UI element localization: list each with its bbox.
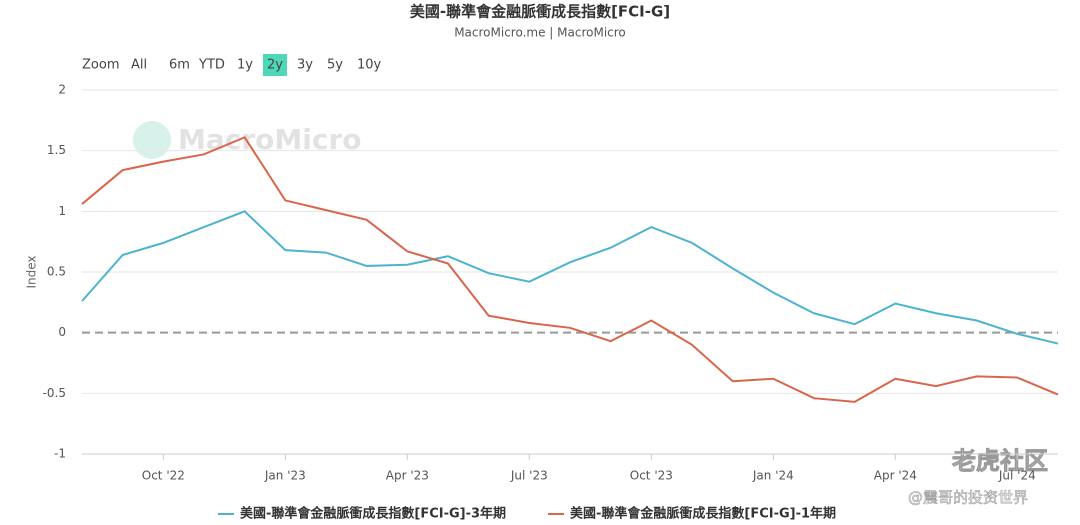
range-button[interactable]: 2y [267, 58, 283, 73]
series-line [81, 136, 1059, 403]
y-tick-label: -0.5 [43, 386, 66, 400]
legend-label: 美國-聯準會金融脈衝成長指數[FCI-G]-1年期 [570, 506, 836, 522]
watermark: @震哥的投资世界 [908, 489, 1028, 507]
range-button[interactable]: 5y [327, 58, 343, 73]
x-tick-label: Jul '23 [510, 469, 548, 483]
x-tick-label: Oct '23 [630, 469, 673, 483]
chart-title: 美國-聯準會金融脈衝成長指數[FCI-G] [410, 3, 670, 21]
range-button[interactable]: 1y [237, 58, 253, 73]
watermark-logo [133, 121, 171, 159]
legend-label: 美國-聯準會金融脈衝成長指數[FCI-G]-3年期 [240, 506, 506, 522]
x-tick-label: Jan '24 [752, 469, 794, 483]
x-tick-label: Jul '24 [998, 469, 1036, 483]
series-line [81, 210, 1059, 345]
y-tick-label: 1.5 [47, 143, 66, 157]
y-tick-label: 2 [58, 83, 66, 97]
range-button[interactable]: All [131, 58, 147, 73]
range-button[interactable]: 3y [297, 58, 313, 73]
range-button[interactable]: 6m [169, 58, 190, 73]
y-tick-label: 0 [58, 325, 66, 339]
x-tick-label: Jan '23 [264, 469, 306, 483]
y-tick-label: -1 [54, 447, 66, 461]
x-tick-label: Oct '22 [142, 469, 185, 483]
watermark: 老虎社区 [952, 447, 1048, 475]
chart-subtitle: MacroMicro.me | MacroMicro [454, 26, 626, 40]
y-tick-label: 0.5 [47, 265, 66, 279]
x-tick-label: Apr '24 [874, 469, 917, 483]
y-tick-label: 1 [58, 204, 66, 218]
range-button-bg [263, 54, 287, 76]
range-button[interactable]: YTD [198, 58, 225, 73]
range-button[interactable]: 10y [357, 58, 382, 73]
y-axis-label: Index [25, 255, 39, 288]
x-tick-label: Apr '23 [386, 469, 429, 483]
zoom-label: Zoom [82, 58, 119, 73]
